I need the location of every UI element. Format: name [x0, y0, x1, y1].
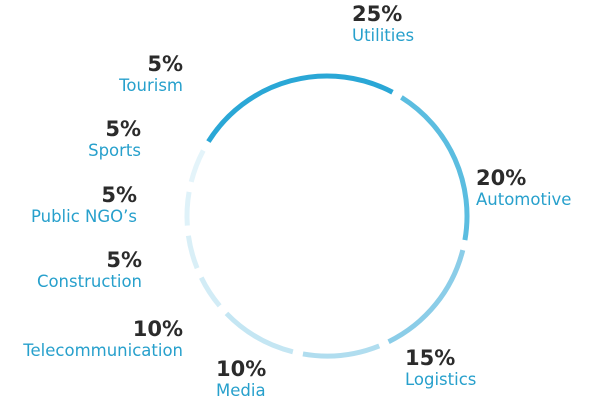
ring-segment-automotive — [400, 95, 470, 241]
slice-label-construction: 5% Construction — [37, 249, 142, 292]
ring-segment-construction — [199, 276, 222, 308]
slice-percent: 5% — [106, 248, 142, 272]
slice-name: Logistics — [405, 370, 477, 389]
slice-percent: 10% — [216, 357, 267, 381]
slice-name: Sports — [88, 141, 141, 160]
slice-label-logistics: 15% Logistics — [405, 347, 476, 390]
slice-label-sports: 5% Sports — [88, 118, 141, 161]
slice-name: Utilities — [352, 26, 415, 45]
slice-name: Construction — [36, 272, 142, 291]
slice-percent: 5% — [105, 117, 141, 141]
ring-segment-telecommunication — [224, 311, 294, 355]
slice-label-telecommunication: 10% Telecommunication — [23, 318, 183, 361]
slice-percent: 20% — [476, 166, 527, 190]
slice-label-public-ngo-s: 5% Public NGO’s — [31, 184, 137, 227]
ring-segment-logistics — [387, 249, 466, 344]
slice-label-media: 10% Media — [216, 358, 266, 401]
ring-segment-sports — [184, 191, 192, 226]
ring-segment-public-ngo-s — [185, 235, 200, 270]
ring-segment-tourism — [188, 149, 206, 183]
slice-percent: 10% — [132, 317, 183, 341]
ring-segment-media — [302, 343, 381, 359]
slice-name: Tourism — [119, 76, 183, 95]
slice-name: Automotive — [476, 190, 572, 209]
slice-percent: 25% — [352, 2, 403, 26]
ring-segment-utilities — [206, 73, 394, 143]
slice-percent: 5% — [101, 183, 137, 207]
slice-label-utilities: 25% Utilities — [352, 3, 414, 46]
slice-label-automotive: 20% Automotive — [476, 167, 571, 210]
slice-label-tourism: 5% Tourism — [119, 53, 183, 96]
slice-percent: 5% — [147, 52, 183, 76]
slice-name: Telecommunication — [23, 341, 183, 360]
slice-percent: 15% — [405, 346, 456, 370]
slice-name: Public NGO’s — [30, 207, 137, 226]
slice-name: Media — [216, 381, 266, 400]
